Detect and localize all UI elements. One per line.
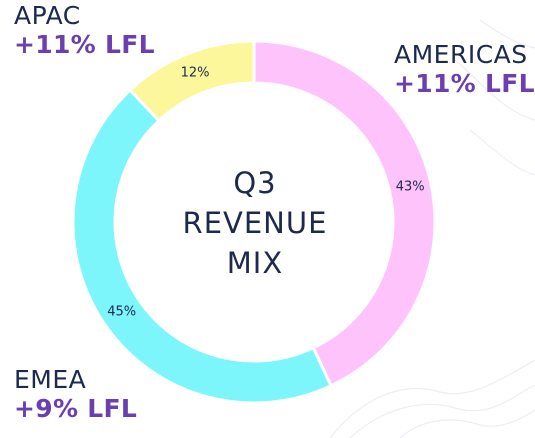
donut-slice-americas [252, 39, 437, 388]
donut-slice-apac [127, 39, 256, 123]
region-lfl-apac: +11% LFL [14, 29, 155, 59]
region-label-americas: AMERICAS +11% LFL [394, 40, 535, 99]
region-label-emea: EMEA +9% LFL [14, 365, 138, 424]
donut-slices [71, 39, 437, 405]
center-title-line-3: MIX [226, 246, 284, 280]
region-name-apac: APAC [14, 1, 81, 30]
slice-value-label-americas: 43% [396, 180, 425, 195]
region-name-americas: AMERICAS [394, 40, 528, 69]
region-name-emea: EMEA [14, 365, 87, 394]
region-lfl-americas: +11% LFL [394, 68, 535, 98]
center-title-line-2: REVENUE [182, 206, 328, 240]
chart-center-title: Q3 REVENUE MIX [155, 163, 355, 283]
slice-value-label-emea: 45% [107, 304, 136, 319]
donut-slice-labels: 43% 45% 12% [107, 66, 424, 320]
region-lfl-emea: +9% LFL [14, 393, 138, 423]
donut-slice-emea [71, 87, 334, 405]
region-label-apac: APAC +11% LFL [14, 1, 155, 60]
center-title-line-1: Q3 [233, 166, 277, 200]
slice-value-label-apac: 12% [181, 66, 210, 81]
